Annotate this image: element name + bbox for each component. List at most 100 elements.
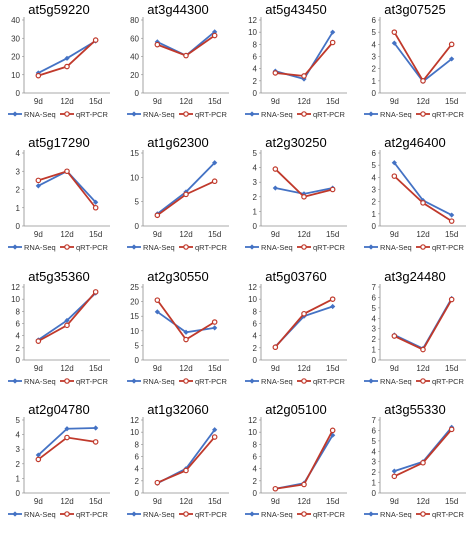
legend-marker-rna	[368, 378, 374, 384]
chart-title: at2g04780	[28, 402, 90, 417]
y-tick-label: 4	[372, 173, 377, 182]
legend-marker-rna	[249, 111, 255, 117]
data-point-qrt	[64, 434, 70, 441]
chart-svg: 0 1 2 3 4 9d 12d 15d RNA-Seq qRT-PCR	[8, 149, 110, 252]
y-tick-label: 0	[135, 489, 140, 498]
x-tick-label: 15d	[326, 230, 339, 239]
y-tick-label: 4	[372, 447, 377, 456]
chart-panel: 0 1 2 3 4 5 9d 12d 15d RNA-Seq qRT-PCR at2g04780	[0, 400, 118, 533]
y-tick-label: 0	[253, 489, 258, 498]
legend-marker-rna	[368, 511, 374, 517]
x-tick-label: 12d	[60, 230, 73, 239]
chart-title: at2g05100	[265, 402, 327, 417]
data-point-qrt	[183, 467, 189, 474]
x-tick-label: 15d	[326, 364, 339, 373]
legend-marker-rna	[131, 244, 137, 250]
y-tick-label: 4	[372, 40, 377, 49]
y-tick-label: 1	[372, 210, 377, 219]
chart-title: at2g46400	[384, 135, 446, 150]
x-tick-label: 15d	[89, 97, 102, 106]
legend-marker-rna	[249, 511, 255, 517]
chart-title: at2g30550	[147, 269, 209, 284]
y-tick-label: 10	[248, 295, 257, 304]
legend-label-rna: RNA-Seq	[143, 377, 175, 386]
chart-svg: 0 2 4 6 8 10 12 9d 12d 15d RNA-Seq qRT-PCR	[245, 16, 347, 119]
chart-title: at3g44300	[147, 2, 209, 17]
data-point-qrt	[301, 310, 307, 317]
y-tick-label: 2	[16, 186, 21, 195]
chart-svg: 0 1 2 3 4 5 6 9d 12d 15d RNA-Seq qRT-PCR	[364, 149, 466, 252]
x-tick-label: 15d	[89, 230, 102, 239]
y-tick-label: 6	[372, 426, 377, 435]
legend-marker-rna	[12, 244, 18, 250]
data-point-qrt	[272, 70, 279, 76]
chart-svg: 0 2 4 6 8 10 12 9d 12d 15d RNA-Seq qRT-PCR	[127, 416, 229, 519]
x-tick-label: 15d	[445, 230, 458, 239]
y-tick-label: 2	[253, 477, 258, 486]
data-point-qrt	[64, 322, 70, 329]
x-tick-label: 9d	[34, 230, 43, 239]
x-tick-label: 9d	[271, 97, 280, 106]
data-point-qrt	[92, 37, 99, 43]
y-tick-label: 10	[248, 28, 257, 37]
y-tick-label: 10	[11, 71, 20, 80]
x-tick-label: 15d	[445, 364, 458, 373]
x-tick-label: 15d	[326, 497, 339, 506]
data-point-qrt	[301, 481, 307, 488]
legend-label-rna: RNA-Seq	[380, 377, 412, 386]
data-point-qrt	[272, 166, 279, 172]
y-tick-label: 3	[253, 178, 258, 187]
y-tick-label: 8	[253, 40, 258, 49]
x-tick-label: 15d	[208, 230, 221, 239]
y-tick-label: 2	[253, 193, 258, 202]
x-tick-label: 15d	[326, 97, 339, 106]
chart-panel: 0 1 2 3 4 5 6 7 9d 12d 15d RNA-Seq qRT-PCR at3g24480	[356, 267, 474, 400]
y-tick-label: 4	[253, 332, 258, 341]
legend-label-rna: RNA-Seq	[261, 110, 293, 119]
data-point-rna	[272, 185, 278, 191]
chart-panel: 0 20 40 60 80 9d 12d 15d RNA-Seq qRT-PCR at3g44300	[119, 0, 237, 133]
legend-marker-rna	[12, 378, 18, 384]
data-point-qrt	[35, 72, 42, 79]
legend-marker-qrt	[301, 244, 307, 250]
chart-title: at3g55330	[384, 402, 446, 417]
y-tick-label: 1	[372, 479, 377, 488]
y-tick-label: 1	[253, 207, 258, 216]
legend-label-qrt: qRT-PCR	[76, 110, 109, 119]
legend-marker-rna	[131, 111, 137, 117]
legend-marker-qrt	[64, 111, 70, 117]
legend-marker-qrt	[301, 378, 307, 384]
data-point-qrt	[92, 289, 99, 295]
y-tick-label: 2	[16, 344, 21, 353]
data-point-rna	[212, 325, 218, 331]
y-tick-label: 6	[372, 293, 377, 302]
data-point-qrt	[420, 346, 426, 353]
x-tick-label: 15d	[208, 497, 221, 506]
chart-title: at3g24480	[384, 269, 446, 284]
chart-title: at5g35360	[28, 269, 90, 284]
y-tick-label: 3	[372, 186, 377, 195]
data-point-qrt	[183, 191, 189, 198]
x-tick-label: 12d	[416, 497, 429, 506]
x-tick-label: 12d	[297, 364, 310, 373]
chart-svg: 0 5 10 15 9d 12d 15d RNA-Seq qRT-PCR	[127, 149, 229, 252]
chart-panel: 0 2 4 6 8 10 12 9d 12d 15d RNA-Seq qRT-PCR at1g32060	[119, 400, 237, 533]
data-point-qrt	[420, 78, 426, 84]
y-tick-label: 4	[135, 465, 140, 474]
chart-panel: 0 1 2 3 4 5 6 9d 12d 15d RNA-Seq qRT-PCR at2g46400	[356, 133, 474, 266]
legend-marker-qrt	[64, 244, 70, 250]
chart-title: at5g59220	[28, 2, 90, 17]
data-point-rna	[64, 55, 70, 61]
data-point-rna	[391, 468, 397, 474]
legend-label-qrt: qRT-PCR	[76, 510, 109, 519]
data-point-qrt	[391, 473, 398, 480]
y-tick-label: 0	[16, 489, 21, 498]
chart-panel: 0 5 10 15 9d 12d 15d RNA-Seq qRT-PCR at1g62300	[119, 133, 237, 266]
legend-marker-qrt	[420, 244, 426, 250]
chart-title: at2g30250	[265, 135, 327, 150]
legend-label-qrt: qRT-PCR	[313, 377, 346, 386]
legend-label-rna: RNA-Seq	[24, 510, 56, 519]
data-point-rna	[330, 303, 336, 310]
y-tick-label: 0	[372, 356, 377, 365]
legend-label-qrt: qRT-PCR	[432, 110, 465, 119]
